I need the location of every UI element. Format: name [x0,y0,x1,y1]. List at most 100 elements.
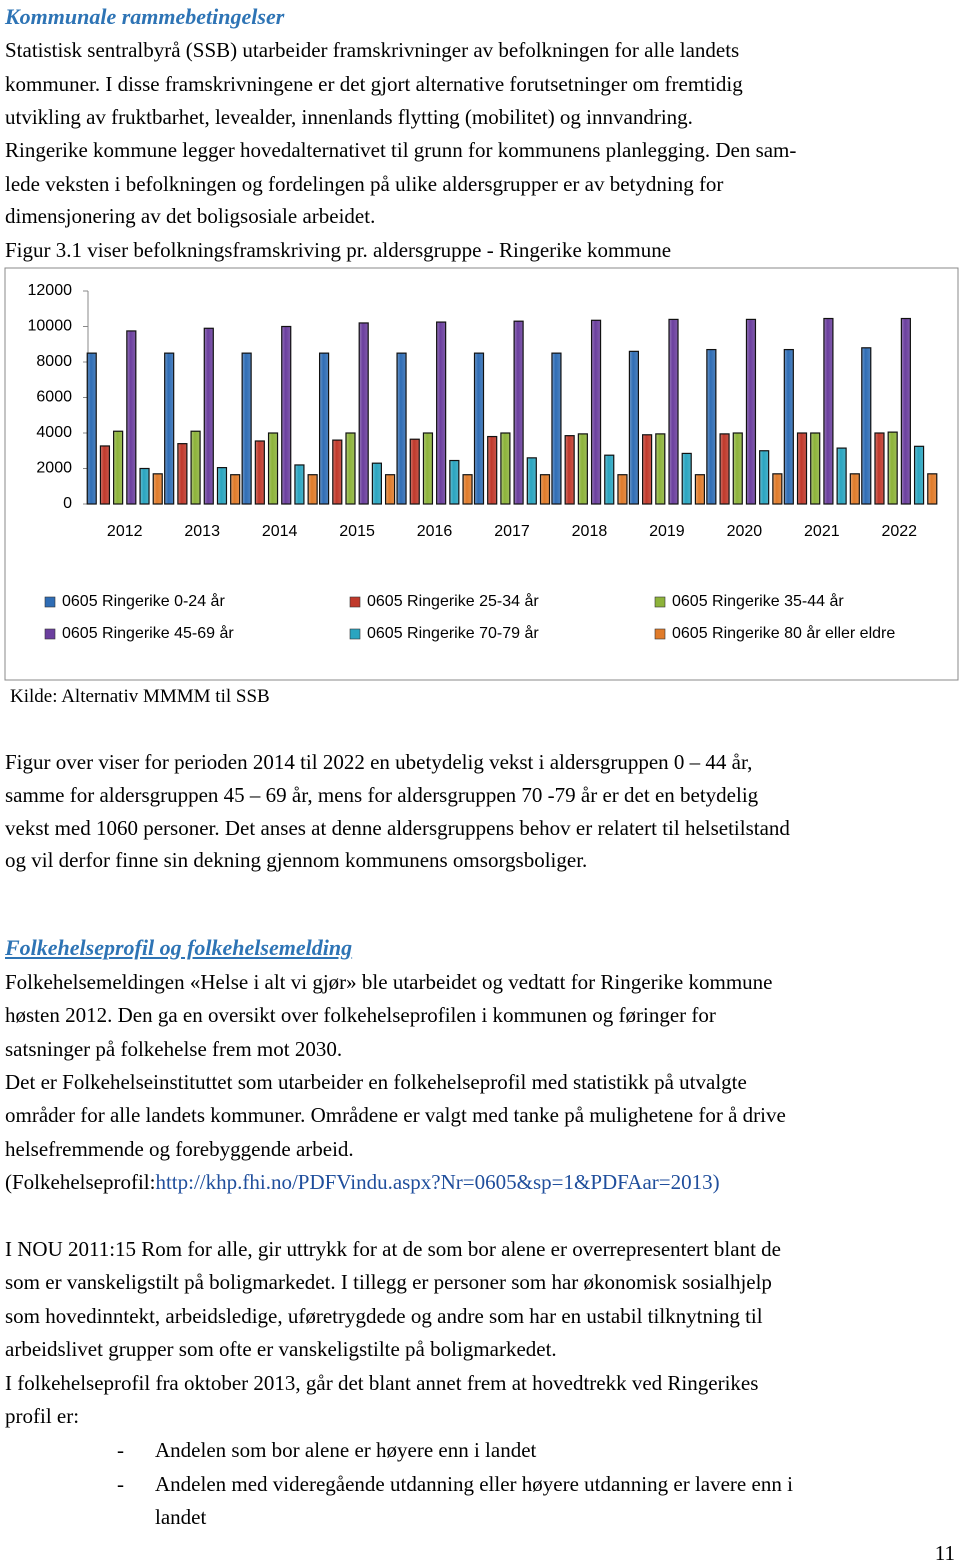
bar [254,440,265,505]
x-tick-label: 2020 [727,523,763,540]
chart-frame [4,267,959,681]
x-tick-label: 2013 [184,523,220,540]
bar [318,352,330,505]
text-line: I NOU 2011:15 Rom for alle, gir uttrykk … [5,1237,781,1261]
bullet-text: Andelen som bor alene er høyere enn i la… [155,1438,537,1462]
text-line: (Folkehelseprofil: [5,1170,156,1194]
bar [241,352,252,505]
x-tick-label: 2018 [572,523,608,540]
bar [706,348,717,505]
bar [823,317,834,505]
source-note: Kilde: Alternativ MMMM til SSB [10,686,270,707]
heading: Folkehelseprofil og folkehelsemelding [5,935,353,960]
bar [551,352,562,505]
legend-swatch [44,628,56,640]
bullet-text: landet [155,1505,207,1529]
bar [164,352,175,505]
x-tick-label: 2012 [107,523,143,540]
bar [564,435,575,505]
legend-label: 0605 Ringerike 70-79 år [367,624,539,642]
bar [913,445,925,505]
bar [152,473,163,505]
link[interactable]: http://khp.fhi.no/PDFVindu.aspx?Nr=0605&… [155,1170,720,1194]
bar [577,433,588,505]
y-tick-label: 0 [63,495,72,512]
legend-label: 0605 Ringerike 35-44 år [672,592,844,610]
bar [307,474,318,505]
bar [655,433,666,505]
page-number: 11 [934,1541,955,1565]
bar [436,321,447,505]
legend-label: 0605 Ringerike 80 år eller eldre [672,624,895,642]
legend-label: 0605 Ringerike 45-69 år [62,624,234,642]
text-line: høsten 2012. Den ga en oversikt over fol… [5,1003,716,1027]
bar [810,432,821,505]
bar [422,432,434,505]
bar [500,432,511,505]
bar [604,454,615,505]
bar [230,474,241,505]
bar [783,348,794,505]
legend-swatch [349,628,361,640]
y-tick-label: 12000 [28,282,73,299]
x-tick-label: 2015 [339,523,375,540]
bar [539,474,551,505]
bar [281,325,292,505]
y-tick-label: 2000 [36,460,72,477]
bullet-marker: - [117,1438,124,1462]
text-line: utvikling av fruktbarhet, levealder, inn… [5,105,693,129]
bar [332,439,343,505]
legend-swatch [349,596,361,608]
bar [772,473,783,505]
bar [190,430,201,505]
bar [86,352,97,505]
text-line: Statistisk sentralbyrå (SSB) utarbeider … [5,38,740,62]
chart: 0 2000 4000 6000 8000 10000 12000 2012 2013 2014 2… [4,267,959,681]
bar [384,474,396,505]
bar [642,434,653,505]
bar [396,352,407,505]
bar [861,347,872,505]
bar [473,352,485,505]
y-tick-label: 4000 [36,424,72,441]
bar [887,431,898,505]
bar [694,474,706,505]
legend-swatch [44,596,56,608]
legend-label: 0605 Ringerike 25-34 år [367,592,539,610]
bullet-marker: - [117,1471,124,1496]
bar [745,318,757,505]
bar [927,473,938,505]
text-line: Ringerike kommune legger hovedalternativ… [5,138,797,162]
bar [732,432,743,505]
text-line: som hovedinntekt, arbeidsledige, uføretr… [5,1304,763,1328]
bar [849,473,860,505]
bar [409,438,420,505]
text-line: I folkehelseprofil fra oktober 2013, går… [5,1371,759,1395]
text-line: satsninger på folkehelse frem mot 2030. [5,1037,343,1061]
x-tick-label: 2019 [649,523,685,540]
bar [449,459,460,505]
text-line: Figur over viser for perioden 2014 til 2… [5,750,753,774]
bar [513,320,524,505]
x-tick-label: 2016 [417,523,453,540]
bar [177,443,188,505]
text-line: områder for alle landets kommuner. Områd… [5,1103,786,1127]
bar [617,474,628,505]
bar [267,432,279,505]
text-line: helsefremmende og forebyggende arbeid. [5,1137,354,1161]
text-line: lede veksten i befolkningen og fordeling… [5,172,724,196]
bar [759,450,770,505]
bar [462,474,473,505]
legend-swatch [654,596,666,608]
bar [203,327,214,505]
bar [358,322,369,505]
x-tick-label: 2014 [262,523,298,540]
text-line: profil er: [5,1404,80,1428]
bar [836,447,847,505]
bar [796,432,808,505]
bar [628,350,640,505]
text-line: Folkehelsemeldingen «Helse i alt vi gjør… [5,970,773,994]
x-tick-label: 2022 [881,523,917,540]
